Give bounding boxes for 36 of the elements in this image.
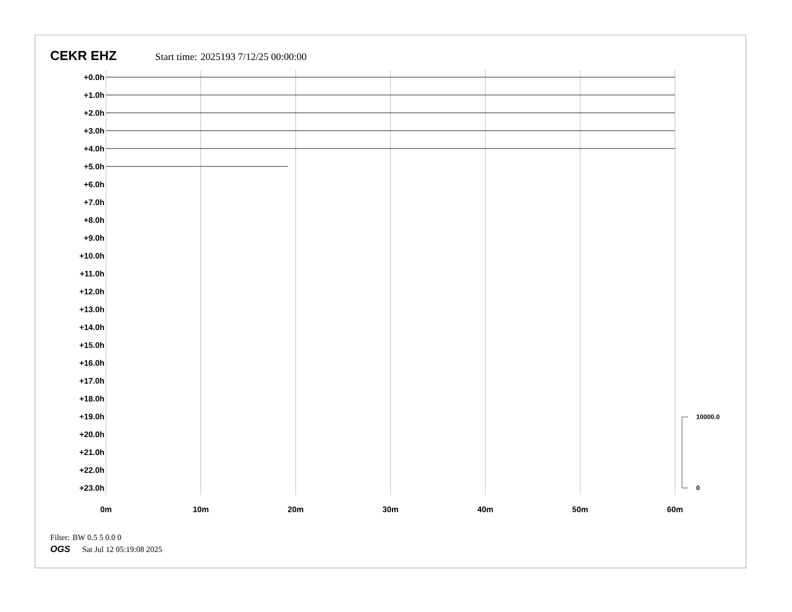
x-tick-label: 40m (477, 506, 493, 512)
y-tick-label: +13.0h (80, 306, 104, 312)
y-tick-label: +8.0h (84, 217, 104, 223)
y-tick-label: +23.0h (80, 484, 104, 491)
y-tick-label: +7.0h (84, 199, 104, 206)
chart-title: CEKR EHZ (50, 50, 116, 60)
y-tick-label: +22.0h (80, 467, 104, 473)
y-tick-label: +3.0h (84, 128, 104, 134)
x-tick-label: 50m (572, 506, 588, 512)
x-tick-label: 0m (100, 506, 112, 512)
y-tick-label: +5.0h (84, 163, 104, 170)
text: Sat Jul 12 05:19:08 2025 (82, 546, 162, 552)
chart-subtitle: Start time: 2025193 7/12/25 00:00:00 (156, 53, 306, 60)
y-tick-label: +21.0h (80, 449, 104, 456)
x-tick-label: 30m (382, 506, 398, 512)
y-tick-label: +18.0h (80, 396, 104, 402)
y-tick-label: +16.0h (80, 360, 104, 366)
text: Filter: BW 0.5 5 0.0 0 (50, 534, 122, 540)
y-tick-label: +15.0h (80, 342, 104, 348)
y-tick-label: +19.0h (80, 413, 104, 420)
y-tick-label: +11.0h (80, 270, 104, 276)
y-tick-label: +9.0h (84, 234, 104, 241)
y-tick-label: +14.0h (80, 324, 104, 330)
y-tick-label: +4.0h (84, 146, 104, 152)
x-tick-label: 10m (193, 506, 208, 512)
y-tick-label: +1.0h (84, 92, 104, 98)
y-tick-label: +20.0h (80, 431, 104, 438)
y-tick-label: +6.0h (84, 181, 104, 188)
y-tick-label: +12.0h (80, 288, 104, 294)
y-tick-label: +0.0h (84, 74, 104, 80)
y-tick-label: +10.0h (80, 252, 104, 259)
y-tick-label: +17.0h (80, 378, 104, 384)
text: OGS (50, 546, 70, 552)
y-tick-label: +2.0h (84, 110, 104, 116)
x-tick-label: 20m (288, 506, 304, 512)
x-tick-label: 60m (667, 506, 683, 512)
